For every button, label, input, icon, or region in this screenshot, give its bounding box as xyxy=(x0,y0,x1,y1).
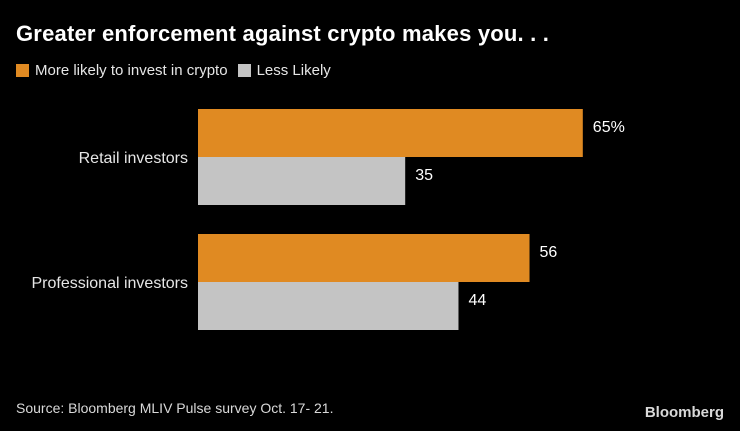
category-label-professional-investors: Professional investors xyxy=(31,275,188,292)
data-label-retail-investors-more-likely: 65% xyxy=(593,119,625,136)
bar-retail-investors-less-likely xyxy=(198,157,406,205)
legend-label-more-likely: More likely to invest in crypto xyxy=(35,62,228,79)
bloomberg-logo: Bloomberg xyxy=(644,404,724,421)
category-label-retail-investors: Retail investors xyxy=(79,150,188,167)
legend-swatch-more-likely xyxy=(16,64,29,77)
legend-item-more-likely: More likely to invest in crypto xyxy=(16,62,228,79)
bar-professional-investors-less-likely xyxy=(198,282,459,330)
source-note: Source: Bloomberg MLIV Pulse survey Oct.… xyxy=(16,400,334,416)
legend-item-less-likely: Less Likely xyxy=(237,62,331,79)
legend-label-less-likely: Less Likely xyxy=(256,62,331,79)
data-label-professional-investors-less-likely: 44 xyxy=(468,292,486,309)
chart-title: Greater enforcement against crypto makes… xyxy=(16,21,550,46)
bar-retail-investors-more-likely xyxy=(198,109,583,157)
data-label-retail-investors-less-likely: 35 xyxy=(415,167,433,184)
data-label-professional-investors-more-likely: 56 xyxy=(540,244,558,261)
legend-swatch-less-likely xyxy=(237,64,251,77)
legend: More likely to invest in crypto Less Lik… xyxy=(16,62,341,79)
bar-professional-investors-more-likely xyxy=(198,234,530,282)
